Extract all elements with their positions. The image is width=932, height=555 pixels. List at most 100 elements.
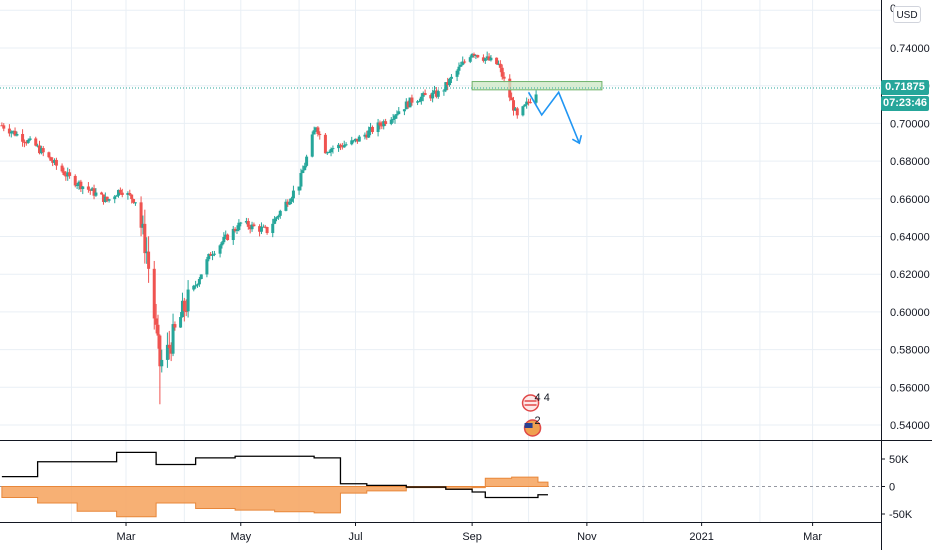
candle-body: [331, 148, 335, 150]
candle-body: [485, 56, 489, 59]
candle-body: [2, 125, 6, 129]
candle-body: [209, 253, 213, 256]
candle-body: [158, 335, 162, 367]
cot-line: [1, 451, 548, 499]
candle-body: [416, 101, 420, 103]
candle-body: [344, 144, 348, 146]
candle-body: [105, 196, 109, 201]
candle-body: [38, 145, 42, 154]
candle-body: [290, 198, 294, 202]
candle-body: [15, 133, 19, 136]
candle-body: [502, 76, 506, 79]
candle-body: [498, 63, 502, 68]
candle-body: [528, 102, 532, 104]
candle-body: [207, 253, 211, 260]
candle-body: [47, 152, 51, 158]
candle-body: [457, 66, 461, 71]
candle-body: [525, 101, 529, 105]
candle-body: [382, 121, 386, 127]
candle-body: [180, 300, 184, 318]
candle-body: [231, 228, 235, 241]
candle-body: [139, 202, 143, 228]
candle-body: [481, 57, 485, 61]
candle-body: [476, 55, 480, 58]
candle-body: [244, 221, 248, 223]
candle-body: [314, 127, 318, 131]
candle-body: [433, 90, 437, 93]
us-event-count: 4 4: [535, 392, 550, 404]
candle-body: [100, 192, 104, 195]
candle-body: [88, 189, 92, 191]
price-tick-label: 0.68000: [890, 156, 930, 168]
subpane-tick-label: -50K: [889, 509, 913, 521]
candle-body: [303, 165, 307, 171]
projection-arrowhead: [571, 134, 583, 145]
candle-body: [9, 131, 13, 134]
candle-body: [354, 138, 358, 141]
candle-body: [118, 189, 122, 193]
candle-body: [73, 175, 77, 186]
candle-body: [369, 126, 373, 131]
candle-body: [378, 122, 382, 126]
candle-body: [434, 90, 438, 97]
candle-body: [77, 181, 81, 186]
candle-body: [357, 136, 361, 142]
us-flag-icon[interactable]: [521, 394, 540, 412]
candle-body: [275, 217, 279, 219]
candle-body: [152, 268, 156, 319]
candle-body: [474, 55, 478, 57]
candle-body: [406, 101, 410, 108]
candle-body: [62, 171, 66, 175]
candle-body: [34, 138, 38, 146]
candle-body: [22, 141, 26, 143]
currency-selector-button[interactable]: USD: [893, 6, 921, 23]
candle-body: [81, 186, 85, 190]
resistance-zone[interactable]: [471, 81, 603, 91]
candle-body: [222, 236, 226, 243]
candle-body: [156, 324, 160, 336]
candle-body: [284, 201, 288, 211]
candle-body: [60, 165, 64, 172]
candle-body: [495, 57, 499, 65]
au-event-count: 2: [535, 415, 541, 427]
candle-body: [186, 289, 190, 312]
price-tick-label: 0.64000: [890, 232, 930, 244]
candle-body: [133, 202, 137, 204]
candle-body: [117, 189, 121, 196]
candle-body: [534, 94, 538, 103]
candle-body: [355, 138, 359, 142]
candle-body: [391, 118, 395, 120]
candle-body: [75, 185, 79, 187]
candle-body: [291, 190, 295, 199]
candle-body: [446, 82, 450, 86]
price-tick-label: 0.70000: [890, 118, 930, 130]
candle-body: [380, 125, 384, 127]
candle-body: [79, 181, 83, 190]
candle-body: [196, 284, 200, 286]
candle-body: [126, 193, 130, 195]
candle-body: [171, 324, 175, 354]
candle-body: [24, 142, 28, 144]
candle-body: [39, 148, 43, 154]
candle-body: [468, 57, 472, 62]
price-tick-label: 0.66000: [890, 194, 930, 206]
candle-body: [167, 344, 171, 349]
candle-body: [367, 130, 371, 138]
candle-body: [237, 222, 241, 230]
candle-body: [305, 156, 309, 166]
candle-body: [64, 174, 68, 177]
price-tick-label: 0.60000: [890, 307, 930, 319]
time-tick-label: Mar: [803, 531, 822, 543]
candle-body: [496, 63, 500, 65]
candle-body: [455, 70, 459, 77]
candle-body: [154, 318, 158, 325]
candle-body: [395, 114, 399, 116]
subpane-tick-label: 0: [889, 482, 895, 494]
candle-body: [376, 122, 380, 132]
price-tick-label: 0.56000: [890, 382, 930, 394]
projection-path[interactable]: [527, 90, 581, 144]
candle-body: [444, 82, 448, 91]
candle-body: [288, 201, 292, 205]
